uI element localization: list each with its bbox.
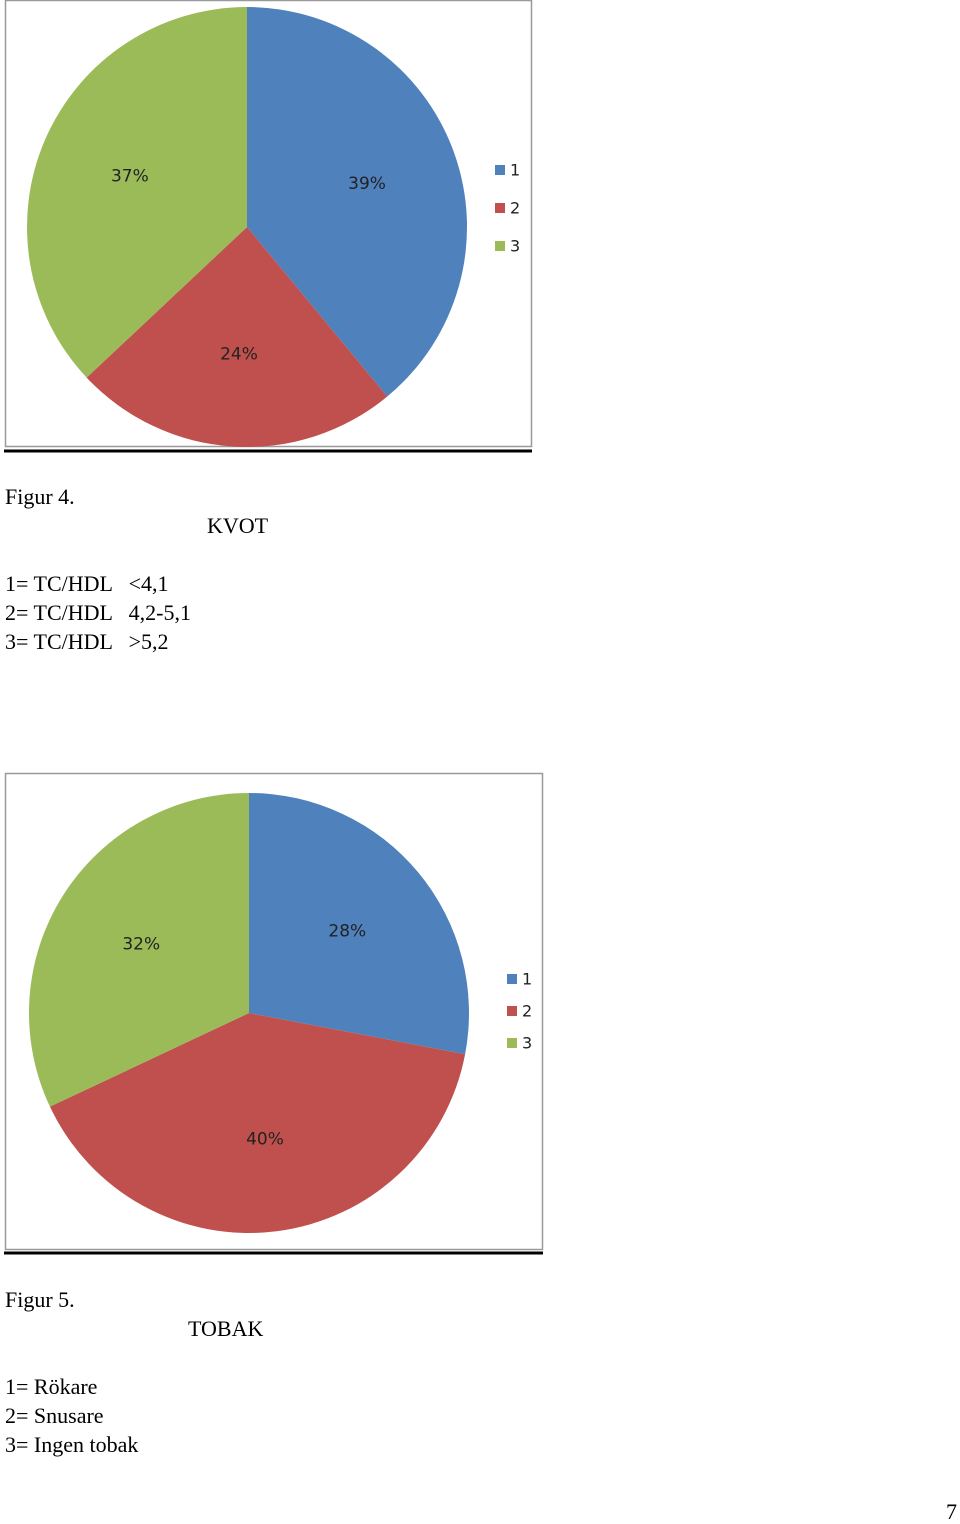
note: 1= TC/HDL <4,1 — [5, 571, 169, 596]
data-label: 37% — [111, 166, 149, 186]
data-label: 40% — [246, 1130, 284, 1150]
chart: 28% 40% 32% 1 2 3 — [4, 772, 544, 1255]
pie-slice — [49, 1013, 466, 1233]
note: 2= TC/HDL 4,2-5,1 — [5, 600, 191, 625]
legend-marker — [495, 241, 505, 251]
legend-label: 3 — [522, 1034, 532, 1053]
data-label: 32% — [122, 935, 160, 955]
pie-slice — [27, 7, 247, 378]
legend-label: 3 — [510, 237, 520, 256]
pie-slice — [247, 7, 467, 397]
data-label: 39% — [348, 174, 386, 194]
chart: 39% 24% 37% 1 2 3 — [4, 0, 533, 453]
pie-slice — [29, 793, 250, 1107]
data-label: 24% — [220, 344, 258, 364]
note: 3= TC/HDL >5,2 — [5, 629, 169, 654]
page-number: 7 — [946, 1499, 957, 1524]
legend-marker — [507, 974, 517, 984]
legend-label: 1 — [510, 161, 520, 180]
note: 3= Ingen tobak — [5, 1432, 139, 1457]
legend-marker — [495, 165, 505, 175]
caption: Figur 5. — [5, 1287, 75, 1312]
chart-title: KVOT — [207, 513, 269, 538]
legend-label: 1 — [522, 970, 532, 989]
pie-slice — [86, 227, 388, 447]
legend-marker — [507, 1006, 517, 1016]
legend-label: 2 — [522, 1002, 532, 1021]
caption: Figur 4. — [5, 484, 75, 509]
pie-slice — [249, 793, 469, 1055]
legend-marker — [507, 1038, 517, 1048]
legend-marker — [495, 203, 505, 213]
chart-title: TOBAK — [188, 1316, 264, 1341]
note: 1= Rökare — [5, 1374, 98, 1399]
legend-label: 2 — [510, 199, 520, 218]
note: 2= Snusare — [5, 1403, 104, 1428]
data-label: 28% — [328, 922, 366, 942]
